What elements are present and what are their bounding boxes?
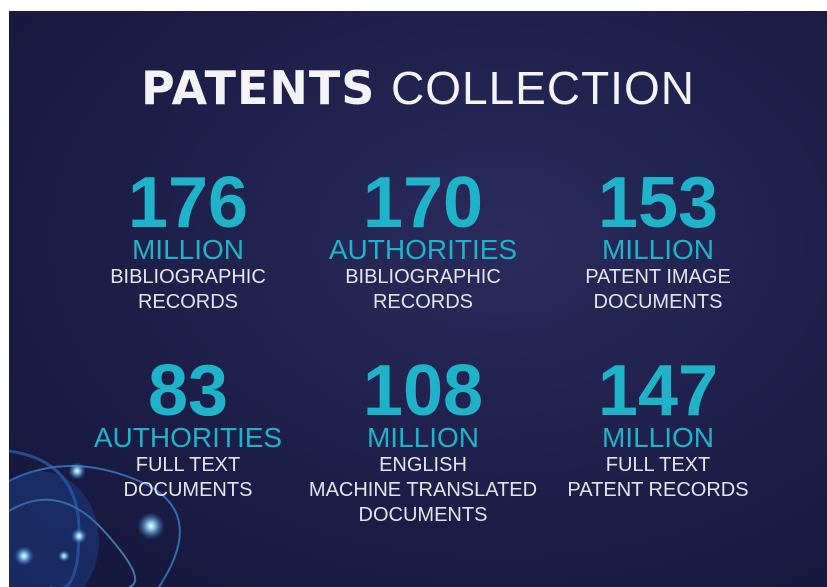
stat-number: 83 [58, 359, 318, 423]
stat-number: 176 [58, 171, 318, 235]
stat-description: PATENT IMAGE [528, 265, 788, 290]
stat-description: DOCUMENTS [58, 478, 318, 503]
stat-number: 153 [528, 171, 788, 235]
stat-description: FULL TEXT [58, 453, 318, 478]
stat-number: 108 [293, 359, 553, 423]
stat-description: RECORDS [58, 290, 318, 315]
stat-description: MACHINE TRANSLATED [293, 478, 553, 503]
stat-number: 147 [528, 359, 788, 423]
stat-unit: MILLION [528, 423, 788, 453]
stat-unit: MILLION [58, 235, 318, 265]
stat-description: BIBLIOGRAPHIC [58, 265, 318, 290]
stat-unit: MILLION [528, 235, 788, 265]
stat-description: DOCUMENTS [528, 290, 788, 315]
stat-number: 170 [293, 171, 553, 235]
stat-unit: AUTHORITIES [293, 235, 553, 265]
page: PATENTS COLLECTION 176MILLIONBIBLIOGRAPH… [0, 0, 827, 587]
title-light: COLLECTION [391, 62, 695, 114]
stat-unit: MILLION [293, 423, 553, 453]
stat-description: ENGLISH [293, 453, 553, 478]
stat-unit: AUTHORITIES [58, 423, 318, 453]
stat-description: BIBLIOGRAPHIC [293, 265, 553, 290]
title: PATENTS COLLECTION [9, 61, 827, 115]
title-bold: PATENTS [141, 61, 375, 115]
stat-description: PATENT RECORDS [528, 478, 788, 503]
stat-description: RECORDS [293, 290, 553, 315]
stat-description: FULL TEXT [528, 453, 788, 478]
stat-description: DOCUMENTS [293, 503, 553, 528]
